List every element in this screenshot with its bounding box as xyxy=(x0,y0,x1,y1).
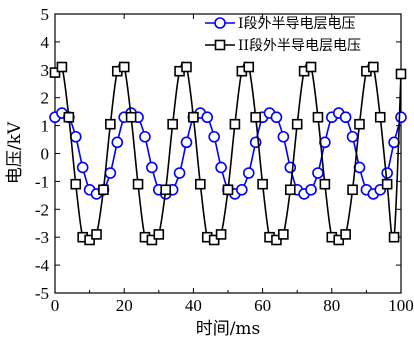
data-point xyxy=(291,118,303,130)
data-point xyxy=(69,130,82,143)
x-tick-label: 40 xyxy=(185,296,202,315)
data-point xyxy=(132,178,144,190)
data-point xyxy=(319,178,331,190)
y-tick-label: -1 xyxy=(35,172,49,191)
series-layer xyxy=(49,61,407,246)
data-point xyxy=(250,111,261,123)
data-point xyxy=(278,229,289,240)
series-line xyxy=(54,61,402,244)
legend: I段外半导电层电压 II段外半导电层电压 xyxy=(205,16,361,54)
data-point xyxy=(215,161,227,174)
data-point xyxy=(98,184,109,196)
data-point xyxy=(312,167,324,179)
y-tick-label: 5 xyxy=(41,5,50,24)
data-point xyxy=(340,229,351,240)
data-point xyxy=(312,111,324,123)
data-point xyxy=(111,136,124,149)
data-point xyxy=(105,118,116,130)
y-tick-label: 3 xyxy=(41,61,50,80)
data-point xyxy=(146,234,158,246)
data-point xyxy=(270,111,283,124)
data-point xyxy=(56,61,68,73)
data-point xyxy=(339,111,352,124)
x-tick-label: 80 xyxy=(323,296,340,315)
series-2 xyxy=(49,61,407,246)
data-point xyxy=(347,184,358,196)
data-point xyxy=(374,111,386,123)
y-tick-label: -3 xyxy=(35,228,49,247)
data-point xyxy=(388,136,400,149)
data-point xyxy=(70,178,82,190)
legend-label: II段外半导电层电压 xyxy=(238,38,361,54)
data-point xyxy=(381,178,393,190)
data-point xyxy=(84,234,95,246)
y-tick-label: 0 xyxy=(41,145,50,164)
data-point xyxy=(104,167,117,179)
legend-marker xyxy=(214,39,226,51)
data-point xyxy=(208,234,220,246)
x-ticks: 0 20 40 60 80 100 xyxy=(51,14,414,315)
data-point xyxy=(333,234,345,246)
data-point xyxy=(118,61,130,73)
data-point xyxy=(395,68,407,80)
data-point xyxy=(181,61,192,73)
x-tick-label: 0 xyxy=(51,296,60,315)
data-point xyxy=(63,111,75,123)
data-point xyxy=(395,111,407,124)
data-point xyxy=(167,118,178,130)
data-point xyxy=(257,178,268,190)
y-tick-label: 1 xyxy=(41,117,50,136)
x-tick-label: 100 xyxy=(388,296,414,315)
data-point xyxy=(173,167,186,179)
data-point xyxy=(242,167,255,179)
x-tick-label: 20 xyxy=(116,296,133,315)
data-point xyxy=(284,184,296,196)
data-point xyxy=(139,130,151,143)
data-point xyxy=(222,184,234,196)
data-point xyxy=(271,234,282,246)
data-point xyxy=(146,161,158,174)
data-point xyxy=(160,184,172,196)
y-tick-label: -5 xyxy=(35,284,49,303)
y-tick-label: 4 xyxy=(41,33,50,52)
y-tick-label: -2 xyxy=(35,200,49,219)
data-point xyxy=(305,61,317,73)
data-point xyxy=(188,111,199,123)
data-point xyxy=(381,167,393,179)
data-point xyxy=(76,161,89,174)
y-ticks: -5 -4 -3 -2 -1 0 1 2 3 4 5 xyxy=(35,5,401,303)
data-point xyxy=(153,229,165,240)
data-point xyxy=(195,178,206,190)
data-point xyxy=(215,229,227,240)
data-point xyxy=(180,136,193,149)
data-point xyxy=(277,130,290,143)
data-point xyxy=(125,111,137,123)
data-point xyxy=(305,183,317,196)
x-axis-label: 时间/ms xyxy=(196,319,261,339)
data-point xyxy=(91,229,102,240)
data-point xyxy=(388,231,400,243)
data-point xyxy=(346,130,359,143)
legend-marker xyxy=(214,17,226,29)
data-point xyxy=(243,61,255,73)
data-point xyxy=(229,118,241,130)
y-axis-label: 电压/kV xyxy=(5,121,25,184)
y-tick-label: -4 xyxy=(35,256,50,275)
data-point xyxy=(201,111,214,124)
data-point xyxy=(49,67,61,78)
x-tick-label: 60 xyxy=(254,296,271,315)
legend-label: I段外半导电层电压 xyxy=(238,16,356,32)
data-point xyxy=(354,118,365,130)
data-point xyxy=(236,183,248,196)
data-point xyxy=(208,130,220,143)
data-point xyxy=(368,61,379,73)
y-tick-label: 2 xyxy=(41,89,50,108)
